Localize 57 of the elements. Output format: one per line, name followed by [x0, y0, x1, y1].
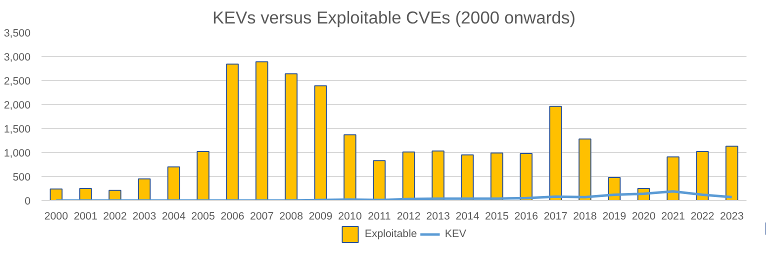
bar — [520, 152, 533, 200]
x-tick-label: 2022 — [690, 210, 714, 222]
bar — [666, 156, 680, 200]
x-tick-label: 2005 — [191, 210, 215, 222]
bar — [490, 152, 504, 200]
x-tick-label: 2000 — [44, 210, 68, 222]
legend-label: KEV — [444, 228, 466, 240]
x-tick-label: 2013 — [426, 210, 450, 222]
legend-label: Exploitable — [364, 228, 417, 240]
bar — [79, 188, 92, 200]
x-tick-label: 2004 — [162, 210, 186, 222]
x-tick-label: 2011 — [368, 210, 391, 222]
x-tick-label: 2012 — [396, 210, 421, 222]
x-tick-label: 2006 — [220, 210, 244, 222]
x-tick-label: 2009 — [308, 210, 332, 222]
x-tick-label: 2015 — [484, 210, 509, 222]
x-tick-label: 2017 — [544, 210, 568, 222]
bar — [432, 150, 444, 200]
y-tick-label: 500 — [12, 172, 31, 184]
x-tick-label: 2020 — [632, 210, 656, 222]
x-tick-label: 2002 — [103, 210, 127, 222]
bar — [50, 188, 63, 200]
y-tick-label: 3,500 — [4, 28, 31, 40]
bar — [108, 190, 122, 200]
y-tick-label: 1,000 — [4, 148, 31, 160]
bar — [226, 64, 239, 200]
x-tick-label: 2014 — [456, 210, 480, 222]
x-tick-label: 2007 — [250, 210, 274, 222]
bar — [372, 160, 386, 200]
x-tick-label: 2003 — [132, 210, 156, 222]
bar — [725, 146, 738, 200]
bar — [284, 73, 298, 200]
bar — [696, 151, 709, 200]
x-tick-label: 2018 — [573, 210, 597, 222]
bar — [344, 134, 356, 200]
x-tick-label: 2019 — [602, 210, 626, 222]
bar — [255, 61, 268, 200]
y-tick-label: 3,000 — [4, 52, 31, 64]
bar — [138, 178, 151, 200]
x-tick-label: 2001 — [74, 210, 98, 222]
y-tick-label: 1,500 — [4, 124, 31, 136]
y-tick-label: 2,000 — [4, 100, 31, 112]
y-tick-label: 0 — [24, 196, 31, 208]
y-tick-label: 2,500 — [4, 76, 31, 88]
bar — [196, 151, 210, 200]
chart-title: KEVs versus Exploitable CVEs (2000 onwards) — [212, 8, 576, 28]
x-tick-label: 2010 — [338, 210, 362, 222]
bar — [578, 138, 592, 200]
bar — [314, 85, 327, 200]
x-tick-label: 2016 — [514, 210, 538, 222]
x-tick-label: 2023 — [720, 210, 744, 222]
bar — [461, 154, 474, 200]
x-tick-label: 2021 — [661, 210, 685, 222]
bar — [167, 166, 180, 200]
bar — [549, 106, 562, 200]
line-series — [54, 190, 734, 200]
x-tick-label: 2008 — [279, 210, 304, 222]
